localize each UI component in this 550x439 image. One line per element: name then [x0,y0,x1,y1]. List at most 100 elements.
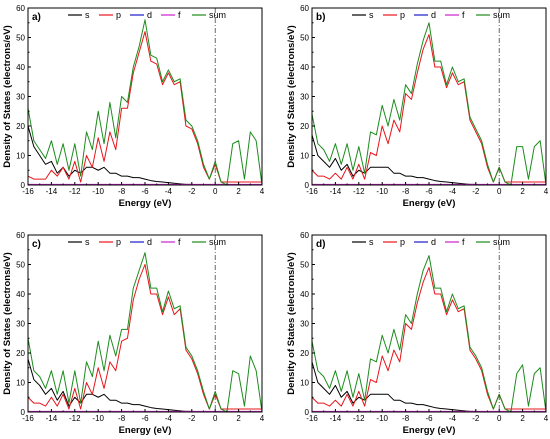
y-tick-label: 40 [300,63,309,72]
x-tick-label: -2 [472,414,480,423]
x-tick-label: -10 [92,187,104,196]
series-line-sum [312,22,546,185]
series-line-sum [28,252,262,412]
x-tick-label: -2 [188,414,196,423]
legend-label-d: d [147,10,152,20]
x-tick-label: 4 [260,187,265,196]
y-tick-label: 0 [305,408,310,417]
legend-label-s: s [369,10,374,20]
y-tick-label: 60 [300,4,309,13]
y-tick-label: 60 [16,4,25,13]
legend-label-sum: sum [493,237,510,247]
x-tick-label: 4 [260,414,265,423]
legend-label-f: f [462,10,465,20]
legend-label-f: f [178,237,181,247]
y-tick-label: 0 [305,181,310,190]
y-axis-title: Density of States (electrons/eV) [286,25,297,168]
x-axis-title: Energy (eV) [403,198,456,209]
plot-frame [27,7,263,186]
x-tick-label: 4 [544,187,549,196]
x-tick-label: -14 [46,414,58,423]
panel-label: b) [316,12,325,23]
y-tick-label: 10 [16,379,25,388]
x-axis-title: Energy (eV) [403,425,456,436]
x-tick-label: 2 [520,187,525,196]
y-tick-label: 50 [16,261,25,270]
x-axis-title: Energy (eV) [119,198,172,209]
y-tick-label: 50 [300,34,309,43]
dos-panel-3: -16 -14 -12 -10 -8 -6 -4 -2 0 2 40102030405060Ener… [286,231,549,436]
y-axis-title: Density of States (electrons/eV) [2,25,13,168]
dos-panel-1: -16 -14 -12 -10 -8 -6 -4 -2 0 2 40102030405060Ener… [286,4,549,209]
legend-label-sum: sum [209,10,226,20]
y-tick-label: 0 [21,181,26,190]
x-tick-label: -6 [141,187,149,196]
y-tick-label: 10 [16,152,25,161]
series-line-p [312,266,546,410]
y-axis-title: Density of States (electrons/eV) [286,252,297,395]
panel-label: c) [32,239,41,250]
x-tick-label: -6 [425,414,433,423]
legend-label-sum: sum [493,10,510,20]
x-axis-title: Energy (eV) [119,425,172,436]
legend-label-s: s [369,237,374,247]
x-tick-label: 2 [236,187,241,196]
y-tick-label: 50 [300,261,309,270]
x-tick-label: -8 [118,414,126,423]
legend-label-sum: sum [209,237,226,247]
y-tick-label: 40 [16,290,25,299]
plot-frame [311,234,547,413]
legend-label-p: p [400,10,405,20]
x-tick-label: -14 [330,187,342,196]
y-tick-label: 20 [16,349,25,358]
x-tick-label: -10 [376,414,388,423]
series-line-s [312,134,546,185]
x-tick-label: -6 [141,414,149,423]
y-tick-label: 20 [16,122,25,131]
y-tick-label: 10 [300,379,309,388]
x-tick-label: -14 [46,187,58,196]
x-tick-label: 2 [236,414,241,423]
legend-label-d: d [147,237,152,247]
y-tick-label: 30 [300,93,309,102]
series-line-p [28,264,262,410]
y-axis-title: Density of States (electrons/eV) [2,252,13,395]
x-tick-label: -16 [22,414,34,423]
x-tick-label: -12 [69,414,81,423]
y-tick-label: 60 [16,231,25,240]
panel-label: a) [32,12,41,23]
x-tick-label: -12 [353,414,365,423]
x-tick-label: -12 [69,187,81,196]
x-tick-label: -16 [306,414,318,423]
legend-label-s: s [85,10,90,20]
series-line-p [28,31,262,183]
x-tick-label: -8 [402,187,410,196]
y-tick-label: 40 [16,63,25,72]
series-line-s [28,125,262,185]
x-tick-label: -4 [165,414,173,423]
legend-label-s: s [85,237,90,247]
x-tick-label: -8 [118,187,126,196]
y-tick-label: 10 [300,152,309,161]
x-tick-label: -2 [472,187,480,196]
y-tick-label: 60 [300,231,309,240]
legend-label-p: p [116,237,121,247]
legend-label-d: d [431,10,436,20]
y-tick-label: 0 [21,408,26,417]
x-tick-label: -12 [353,187,365,196]
series-line-s [28,358,262,412]
x-tick-label: -16 [22,187,34,196]
y-tick-label: 50 [16,34,25,43]
x-tick-label: -4 [449,414,457,423]
x-tick-label: -6 [425,187,433,196]
x-tick-label: 2 [520,414,525,423]
series-line-p [312,34,546,183]
x-tick-label: -2 [188,187,196,196]
series-line-sum [28,19,262,185]
legend-label-p: p [116,10,121,20]
x-tick-label: -8 [402,414,410,423]
y-tick-label: 30 [16,320,25,329]
x-tick-label: -16 [306,187,318,196]
legend-label-d: d [431,237,436,247]
